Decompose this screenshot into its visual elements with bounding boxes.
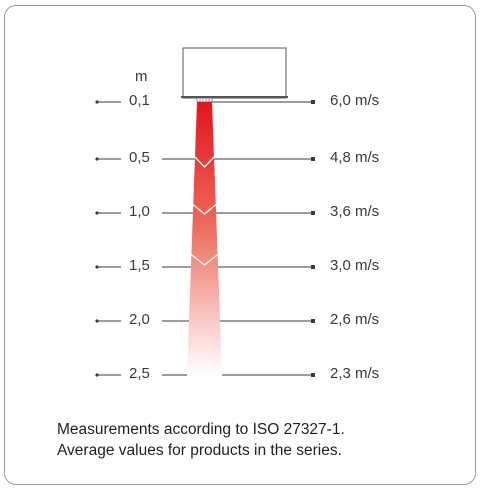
distance-label: 1,5 <box>129 257 150 274</box>
measurement-notes: Measurements according to ISO 27327-1. A… <box>57 419 345 461</box>
velocity-label: 6,0 m/s <box>330 92 380 109</box>
flow-chevron <box>187 251 222 266</box>
measurement-row <box>95 265 315 269</box>
measurement-row <box>95 211 315 215</box>
velocity-label: 2,3 m/s <box>330 365 380 382</box>
note-line-1: Measurements according to ISO 27327-1. <box>57 421 345 438</box>
distance-label: 0,5 <box>129 149 150 166</box>
velocity-marker <box>311 157 315 161</box>
velocity-marker <box>311 100 315 104</box>
distance-label: 2,5 <box>129 365 150 382</box>
velocity-label: 2,6 m/s <box>330 311 380 328</box>
velocity-label: 4,8 m/s <box>330 149 380 166</box>
measurement-row <box>95 157 315 161</box>
velocity-marker <box>311 265 315 269</box>
air-jet <box>187 102 222 375</box>
unit-mounting-plate <box>181 96 288 98</box>
distance-label: 0,1 <box>129 92 150 109</box>
velocity-marker <box>311 319 315 323</box>
measurement-row <box>95 319 315 323</box>
velocity-marker <box>311 373 315 377</box>
flow-chevron <box>189 201 220 215</box>
velocity-marker <box>311 211 315 215</box>
flow-chevron <box>192 154 217 168</box>
flow-chevrons <box>187 154 222 266</box>
distance-label: 1,0 <box>129 203 150 220</box>
velocity-label: 3,0 m/s <box>330 257 380 274</box>
distance-label: 2,0 <box>129 311 150 328</box>
nozzle-grille <box>196 97 213 103</box>
velocity-label: 3,6 m/s <box>330 203 380 220</box>
air-curtain-unit <box>182 47 287 99</box>
measurement-row <box>95 373 315 377</box>
note-line-2: Average values for products in the serie… <box>57 442 342 459</box>
measurement-row <box>95 100 315 104</box>
distance-unit-label: m <box>135 68 148 85</box>
measurement-rows <box>95 100 315 377</box>
